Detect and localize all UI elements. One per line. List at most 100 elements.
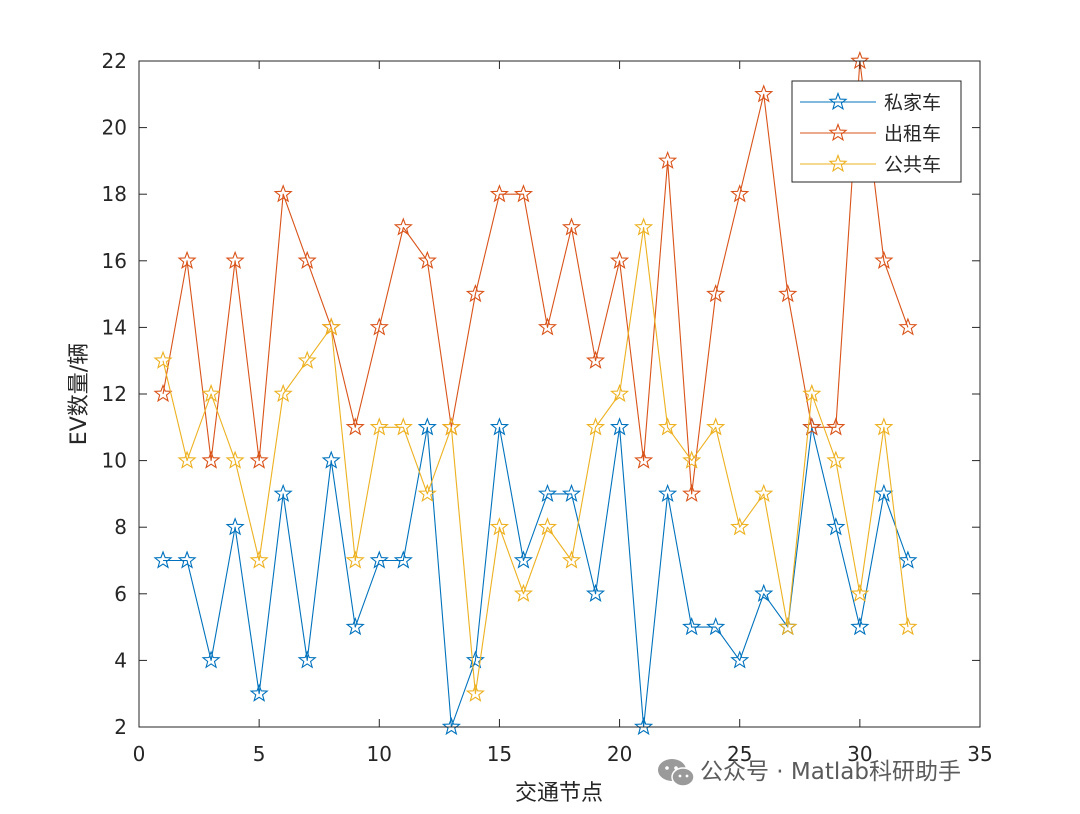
data-point <box>706 417 726 436</box>
data-point <box>658 150 678 170</box>
x-tick-label: 10 <box>367 742 392 766</box>
data-point <box>706 617 726 636</box>
legend-box <box>791 80 962 183</box>
data-point <box>561 550 582 569</box>
legend-label: 私家车 <box>884 92 941 114</box>
x-tick-label: 0 <box>133 742 146 766</box>
x-axis-title: 交通节点 <box>515 781 603 806</box>
data-point <box>297 650 317 669</box>
data-point <box>201 450 221 469</box>
x-tick-label: 15 <box>487 742 512 766</box>
wechat-icon <box>658 759 695 787</box>
data-point <box>706 284 726 303</box>
data-point <box>177 450 197 469</box>
data-point <box>225 250 245 269</box>
legend-item: 公共车 <box>800 153 941 176</box>
data-point <box>249 683 269 702</box>
data-point <box>874 250 894 269</box>
data-point <box>249 550 269 569</box>
legend-item: 私家车 <box>800 91 941 114</box>
data-point <box>345 417 365 436</box>
data-point <box>658 483 678 503</box>
y-tick-label: 12 <box>102 382 127 406</box>
data-point <box>537 517 558 536</box>
data-point <box>201 383 221 403</box>
data-point <box>153 550 173 569</box>
data-point <box>754 583 774 602</box>
data-point <box>754 84 774 103</box>
data-point <box>537 317 558 336</box>
data-point <box>634 450 654 469</box>
series-1 <box>153 417 918 736</box>
data-point <box>585 583 606 602</box>
data-point <box>634 217 654 236</box>
series-line <box>162 60 909 495</box>
data-point <box>345 617 365 636</box>
data-point <box>850 617 870 636</box>
y-tick-label: 22 <box>102 49 127 73</box>
data-point <box>297 250 317 269</box>
data-point <box>321 317 341 336</box>
data-point <box>561 483 582 503</box>
y-tick-label: 8 <box>114 515 127 539</box>
y-tick-label: 6 <box>114 582 127 606</box>
data-point <box>537 483 558 503</box>
y-tick-label: 10 <box>102 449 127 473</box>
data-point <box>417 417 437 436</box>
data-point <box>730 650 750 669</box>
data-point <box>393 217 413 236</box>
data-point <box>369 417 389 436</box>
data-point <box>369 550 389 569</box>
data-point <box>153 350 173 369</box>
watermark-text: 公众号 · Matlab科研助手 <box>700 759 961 785</box>
data-point <box>730 517 750 536</box>
data-point <box>778 617 798 636</box>
legend-marker <box>828 153 848 173</box>
data-point <box>826 517 846 536</box>
legend-marker <box>828 91 848 111</box>
data-point <box>634 716 654 736</box>
data-point <box>609 250 630 269</box>
data-point <box>513 550 534 569</box>
data-point <box>441 417 461 436</box>
data-point <box>802 383 822 403</box>
y-tick-label: 18 <box>102 182 127 206</box>
data-point <box>826 450 846 469</box>
data-point <box>682 450 702 469</box>
y-tick-label: 14 <box>102 315 127 339</box>
data-point <box>489 517 510 536</box>
data-point <box>874 417 894 436</box>
x-tick-label: 25 <box>727 742 752 766</box>
data-point <box>201 650 221 669</box>
series-3 <box>153 217 918 702</box>
data-point <box>826 417 846 436</box>
data-point <box>225 517 245 536</box>
data-point <box>321 450 341 469</box>
data-point <box>682 483 702 503</box>
data-point <box>898 550 918 569</box>
data-point <box>177 250 197 269</box>
x-tick-label: 30 <box>847 742 872 766</box>
data-point <box>249 450 269 469</box>
series-line <box>163 426 909 728</box>
data-point <box>561 217 582 236</box>
data-point <box>609 383 630 403</box>
series-line <box>162 226 909 695</box>
data-point <box>441 716 461 736</box>
data-point <box>658 417 678 436</box>
data-point <box>465 650 485 669</box>
data-point <box>297 350 317 369</box>
data-point <box>489 417 510 436</box>
legend-label: 公共车 <box>884 154 941 176</box>
data-point <box>730 184 750 203</box>
y-tick-label: 16 <box>102 249 127 273</box>
data-point <box>682 617 702 636</box>
data-point <box>874 483 894 503</box>
data-point <box>898 317 918 336</box>
data-point <box>898 617 918 636</box>
y-tick-label: 4 <box>114 648 127 672</box>
data-point <box>609 417 630 436</box>
data-point <box>417 250 437 269</box>
y-axis-title: EV数量/辆 <box>67 343 92 445</box>
